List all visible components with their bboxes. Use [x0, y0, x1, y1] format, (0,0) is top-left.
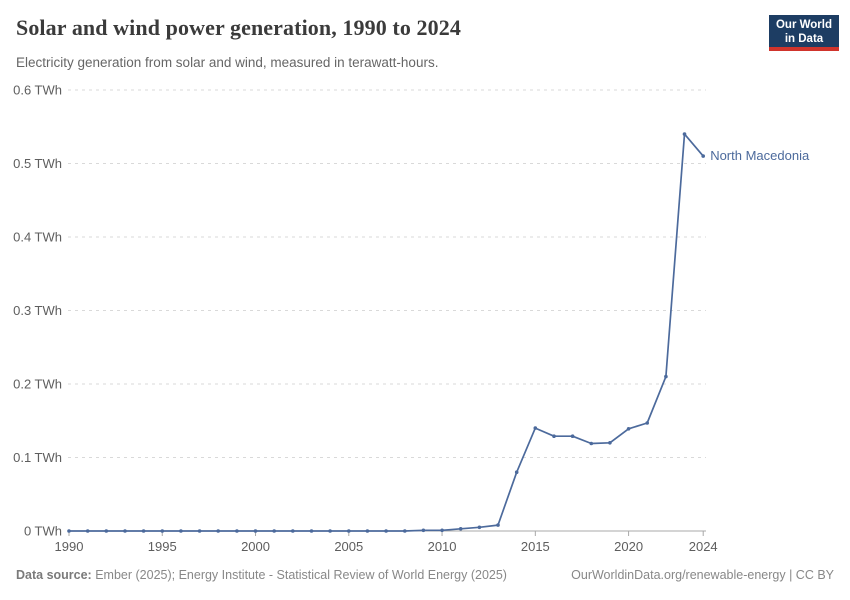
chart-title: Solar and wind power generation, 1990 to… — [16, 15, 461, 40]
data-point — [384, 529, 388, 533]
data-point — [216, 529, 220, 533]
data-point — [421, 528, 426, 533]
data-point — [682, 132, 687, 136]
data-point — [589, 441, 594, 446]
x-tick-label: 2020 — [614, 539, 643, 554]
data-point — [570, 434, 575, 439]
data-point — [533, 426, 538, 430]
data-point — [496, 523, 500, 527]
data-point — [123, 529, 127, 533]
data-point — [552, 434, 556, 439]
x-tick-label: 2024 — [689, 539, 718, 554]
data-point — [477, 525, 482, 530]
data-point — [309, 529, 314, 533]
x-tick-label: 2010 — [428, 539, 457, 554]
data-source-label: Data source: — [16, 568, 92, 582]
x-tick-label: 1990 — [55, 539, 84, 554]
x-tick-label: 2015 — [521, 539, 550, 554]
y-tick-label: 0.2 TWh — [13, 377, 62, 392]
data-point — [701, 154, 705, 158]
x-tick-label: 1995 — [148, 539, 177, 554]
data-point — [104, 529, 109, 533]
chart-subtitle: Electricity generation from solar and wi… — [16, 55, 439, 70]
data-point — [291, 529, 295, 533]
data-source-text: Ember (2025); Energy Institute - Statist… — [91, 568, 507, 582]
data-point — [440, 528, 444, 533]
owid-logo[interactable]: Our World in Data — [769, 15, 839, 51]
owid-logo-line1: Our World — [775, 19, 832, 31]
data-point — [645, 421, 649, 425]
data-point — [272, 529, 277, 533]
data-point — [403, 529, 407, 533]
data-point — [179, 529, 183, 533]
data-point — [67, 529, 71, 533]
owid-link[interactable]: OurWorldinData.org/renewable-energy | CC… — [571, 568, 834, 582]
y-tick-label: 0.1 TWh — [13, 450, 62, 465]
y-tick-label: 0.5 TWh — [13, 156, 62, 171]
data-point — [85, 529, 90, 533]
y-tick-label: 0.6 TWh — [13, 83, 62, 98]
data-point — [141, 529, 146, 533]
y-tick-label: 0.3 TWh — [13, 303, 62, 318]
series-line — [69, 133, 704, 532]
data-point — [197, 529, 202, 533]
data-source-note: Data source: Ember (2025); Energy Instit… — [16, 568, 507, 582]
y-tick-label: 0.4 TWh — [13, 230, 62, 245]
data-point — [458, 527, 463, 531]
data-point — [514, 470, 519, 475]
data-point — [328, 529, 332, 533]
y-tick-label: 0 TWh — [24, 524, 62, 539]
owid-logo-line2: in Data — [784, 33, 824, 46]
data-point — [664, 374, 668, 379]
x-tick-label: 2005 — [334, 539, 363, 554]
chart-footer: Data source: Ember (2025); Energy Instit… — [16, 568, 834, 582]
data-point — [160, 529, 165, 533]
data-point — [347, 529, 351, 533]
entity-label[interactable]: North Macedonia — [710, 148, 810, 164]
data-point — [365, 529, 370, 533]
data-point — [626, 427, 631, 431]
data-point — [253, 529, 258, 533]
data-point — [608, 441, 612, 445]
x-tick-label: 2000 — [241, 539, 270, 554]
data-point — [235, 529, 239, 533]
